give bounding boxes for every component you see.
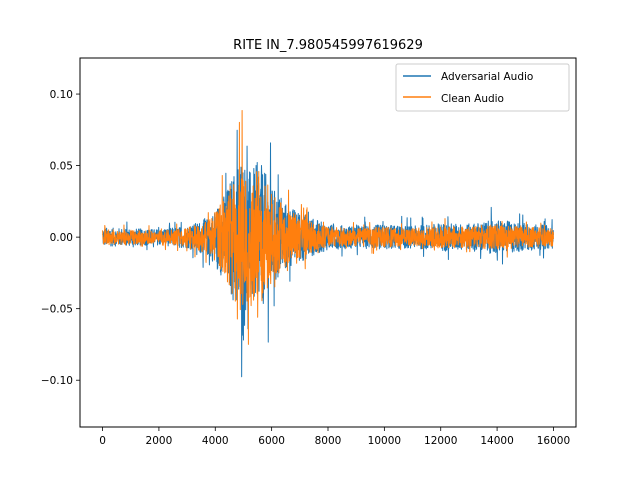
y-tick-label: 0.05 [50, 161, 73, 173]
x-tick-label: 4000 [202, 435, 229, 447]
x-tick-label: 12000 [424, 435, 457, 447]
x-tick-label: 16000 [537, 435, 570, 447]
series-line-adversarial-audio [102, 129, 554, 378]
legend-label-clean: Clean Audio [441, 93, 504, 105]
y-tick-label: 0.00 [50, 232, 73, 244]
x-tick-label: 0 [99, 435, 106, 447]
legend: Adversarial Audio Clean Audio [395, 63, 570, 112]
x-tick-label: 8000 [315, 435, 342, 447]
x-tick-label: 10000 [368, 435, 401, 447]
legend-label-adversarial: Adversarial Audio [441, 71, 533, 83]
chart-title: RITE IN_7.980545997619629 [233, 38, 423, 53]
x-tick-label: 6000 [258, 435, 285, 447]
x-axis: 0 2000 4000 6000 8000 10000 12000 14000 16000 [99, 427, 570, 447]
y-axis: −0.10 −0.05 0.00 0.05 0.10 [41, 89, 80, 387]
x-tick-label: 14000 [480, 435, 513, 447]
series-layer [102, 110, 554, 378]
legend-frame [395, 63, 570, 112]
series-line-clean-audio [102, 110, 554, 345]
y-tick-label: −0.10 [41, 375, 73, 387]
plot-area [79, 57, 577, 428]
y-tick-label: 0.10 [50, 89, 73, 101]
y-tick-label: −0.05 [41, 304, 73, 316]
x-tick-label: 2000 [146, 435, 173, 447]
